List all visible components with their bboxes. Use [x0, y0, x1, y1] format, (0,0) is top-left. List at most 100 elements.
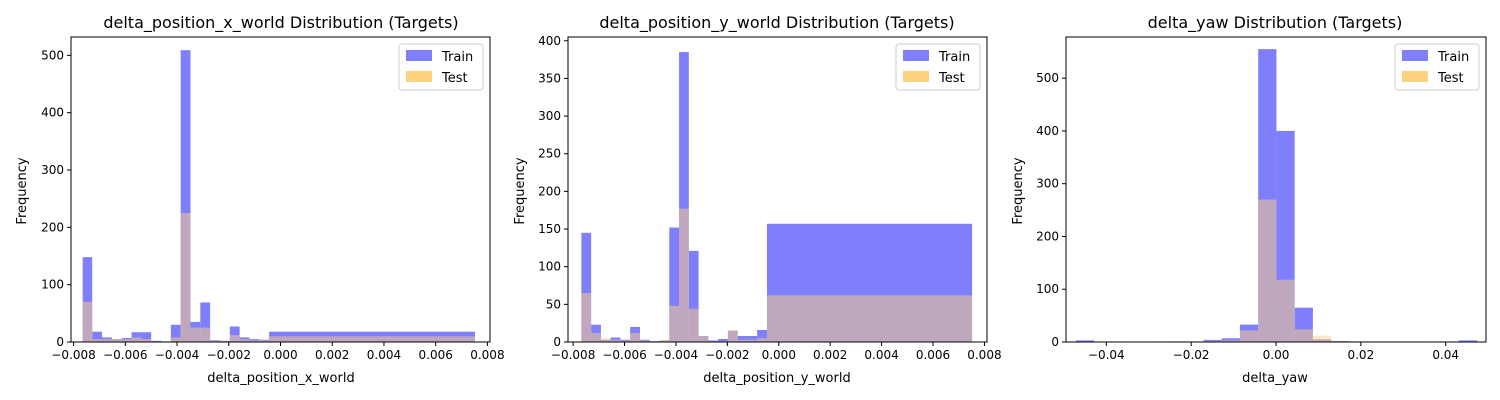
x-tick-label: −0.004	[654, 348, 698, 362]
histogram-panel-y: delta_position_y_world Distribution (Tar…	[513, 13, 1002, 386]
legend-label-test: Test	[441, 71, 468, 86]
bar-test	[698, 335, 709, 342]
bar-train	[151, 340, 162, 342]
x-tick-label: −0.04	[1088, 348, 1125, 362]
bar-test	[1276, 279, 1295, 342]
bar-test	[630, 332, 640, 342]
bar-test	[210, 340, 220, 342]
x-tick-label: 0.00	[1263, 348, 1290, 362]
x-tick-label: 0.002	[813, 348, 847, 362]
y-tick-label: 300	[538, 109, 561, 123]
bar-test	[659, 339, 670, 342]
x-tick-label: 0.02	[1347, 348, 1374, 362]
x-tick-label: 0.006	[419, 348, 453, 362]
legend: Train Test	[398, 43, 484, 91]
x-tick-label: 0.004	[864, 348, 898, 362]
y-tick-label: 400	[538, 34, 561, 48]
y-tick-label: 300	[1036, 177, 1059, 191]
bar-test	[102, 339, 112, 342]
y-tick-label: 0	[553, 335, 561, 349]
x-tick-label: 0.008	[967, 348, 1001, 362]
bar-test	[679, 208, 689, 342]
y-tick-label: 100	[41, 278, 64, 292]
bar-train	[180, 50, 191, 342]
bar-test	[170, 337, 181, 342]
bar-test	[669, 305, 680, 342]
bar-test	[82, 301, 93, 342]
bar-test	[727, 329, 738, 342]
y-axis-label: Frequency	[1011, 157, 1026, 224]
y-tick-label: 400	[41, 106, 64, 120]
bar-test	[766, 295, 973, 342]
bar-test	[610, 339, 621, 342]
y-tick-label: 200	[41, 220, 64, 234]
x-axis-label: delta_yaw	[1242, 371, 1308, 386]
bar-test	[620, 340, 631, 342]
plot-frame	[567, 36, 988, 343]
bar-test	[190, 327, 201, 342]
histogram-panel-x: delta_position_x_world Distribution (Tar…	[15, 13, 505, 386]
legend: Train Test	[895, 43, 981, 91]
y-tick-label: 400	[1036, 124, 1059, 138]
bar-train	[131, 332, 142, 342]
bar-test	[581, 293, 592, 342]
bar-test	[1221, 340, 1240, 342]
bar-test	[1239, 330, 1259, 342]
bar-test	[1258, 199, 1277, 342]
y-tick-label: 100	[538, 260, 561, 274]
legend-swatch-test	[406, 71, 432, 82]
bar-test	[747, 339, 758, 342]
bar-test	[757, 338, 767, 342]
legend-swatch-train	[903, 50, 929, 61]
bar-train	[200, 302, 211, 342]
legend-swatch-train	[406, 50, 432, 61]
bar-train	[757, 329, 767, 342]
y-tick-label: 50	[546, 297, 561, 311]
chart-title: delta_yaw Distribution (Targets)	[1148, 13, 1403, 33]
x-tick-label: −0.008	[51, 348, 95, 362]
y-axis-label: Frequency	[15, 157, 30, 224]
chart-title: delta_position_x_world Distribution (Tar…	[103, 13, 458, 33]
y-tick-label: 200	[1036, 229, 1059, 243]
legend-label-test: Test	[1437, 71, 1464, 86]
y-tick-label: 100	[1036, 282, 1059, 296]
x-tick-label: 0.000	[263, 348, 297, 362]
y-tick-label: 500	[1036, 71, 1059, 85]
bars	[82, 50, 475, 342]
y-tick-label: 0	[56, 335, 64, 349]
x-tick-label: 0.004	[367, 348, 401, 362]
x-tick-label: 0.006	[916, 348, 950, 362]
legend-label-test: Test	[938, 71, 965, 86]
bar-test	[1203, 340, 1222, 342]
bars	[1075, 49, 1478, 342]
y-tick-label: 200	[538, 184, 561, 198]
bar-test	[259, 340, 270, 342]
bar-test	[737, 339, 748, 342]
legend-label-train: Train	[441, 50, 473, 65]
x-tick-label: −0.002	[207, 348, 251, 362]
bars	[581, 52, 973, 343]
bar-test	[131, 337, 142, 342]
x-axis-label: delta_position_y_world	[703, 371, 850, 386]
bar-test	[239, 339, 250, 342]
bar-train	[737, 335, 748, 342]
bar-train	[679, 52, 689, 343]
x-tick-label: −0.002	[705, 348, 749, 362]
legend-label-train: Train	[1437, 50, 1469, 65]
legend-swatch-test	[1402, 71, 1428, 82]
bar-train	[141, 332, 152, 342]
bar-test	[1294, 329, 1313, 342]
legend: Train Test	[1394, 43, 1480, 91]
bar-train	[229, 326, 240, 342]
x-tick-label: 0.002	[315, 348, 349, 362]
histogram-panel-yaw: delta_yaw Distribution (Targets) delta_y…	[1011, 13, 1487, 386]
y-tick-label: 150	[538, 222, 561, 236]
bar-train	[669, 227, 680, 342]
bar-test	[111, 339, 122, 342]
bar-train	[1221, 338, 1240, 342]
x-tick-label: 0.04	[1432, 348, 1459, 362]
bar-train	[688, 250, 699, 342]
bar-train	[1458, 340, 1478, 342]
x-tick-label: −0.006	[602, 348, 646, 362]
x-tick-label: −0.004	[155, 348, 199, 362]
